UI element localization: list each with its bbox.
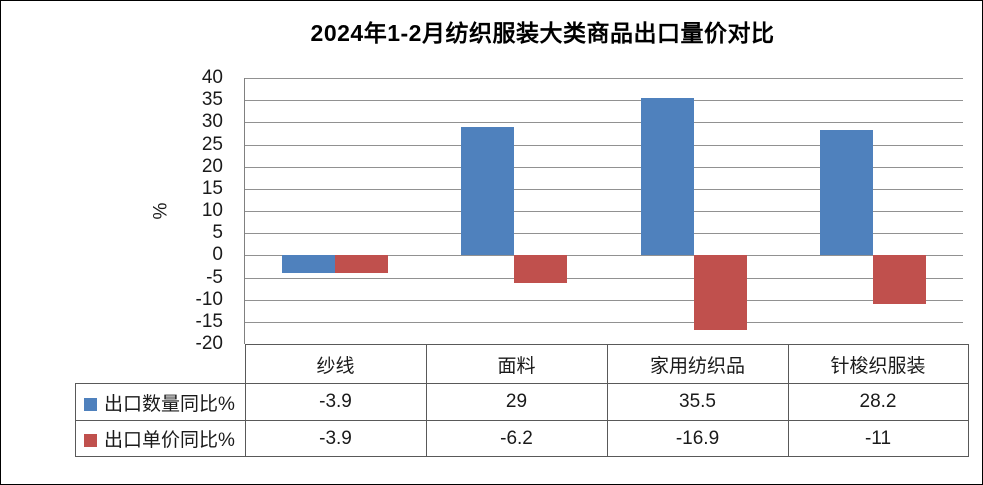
y-tick-label: 15 — [201, 177, 223, 199]
y-tick-label: 40 — [201, 67, 223, 88]
y-tick-label: 30 — [201, 111, 223, 133]
chart-bar-series1-cat4 — [820, 130, 874, 256]
value-cell: -16.9 — [606, 420, 789, 457]
gridline — [245, 255, 963, 257]
series-color-swatch-icon — [84, 434, 97, 447]
value-cell: 29 — [425, 383, 608, 421]
category-header-cell: 家用纺织品 — [606, 344, 789, 384]
y-tick-label: 10 — [201, 200, 223, 221]
category-header-cell: 纱线 — [244, 344, 427, 384]
chart-bar-series2-cat2 — [514, 255, 568, 283]
value-cell: -11 — [787, 420, 969, 457]
value-cell: -3.9 — [244, 383, 427, 421]
gridline — [245, 188, 963, 190]
gridline — [245, 321, 963, 323]
gridline — [245, 122, 963, 124]
gridline — [245, 78, 963, 79]
chart-bar-series1-cat2 — [461, 126, 515, 256]
y-tick-label: -10 — [195, 288, 223, 310]
value-cell: 35.5 — [606, 383, 789, 421]
gridline — [245, 144, 963, 146]
y-tick-label: 20 — [201, 155, 223, 177]
series-color-swatch-icon — [84, 397, 97, 411]
y-tick-label: 5 — [212, 222, 223, 244]
y-tick-label: 0 — [212, 244, 223, 266]
category-header-cell: 针梭织服装 — [787, 344, 969, 384]
gridline — [245, 211, 963, 212]
y-tick-label: 25 — [201, 133, 223, 155]
value-cell: -3.9 — [244, 420, 427, 457]
series-label-cell: 出口单价同比% — [75, 420, 246, 457]
y-tick-label: -15 — [195, 310, 223, 332]
chart-bar-series2-cat1 — [334, 255, 388, 273]
chart-bar-series2-cat3 — [693, 255, 747, 331]
gridline — [245, 166, 963, 168]
table-spacer-cell — [76, 345, 246, 384]
chart-bar-series2-cat4 — [873, 255, 927, 305]
y-tick-label: 35 — [201, 89, 223, 111]
series-name: 出口数量同比% — [104, 393, 235, 415]
category-header-cell: 面料 — [425, 344, 608, 384]
series-label-cell: 出口数量同比% — [75, 383, 246, 421]
y-tick-label: -20 — [195, 333, 223, 354]
y-tick-label: -5 — [206, 266, 223, 288]
gridline — [245, 299, 963, 301]
table-row: 出口数量同比% -3.9 29 35.5 28.2 — [75, 383, 969, 421]
chart-bar-series1-cat3 — [640, 98, 694, 256]
value-cell: 28.2 — [787, 383, 969, 421]
series-name: 出口单价同比% — [104, 430, 235, 451]
plot-area — [244, 78, 963, 345]
gridline — [245, 100, 963, 102]
gridline — [245, 277, 963, 279]
value-cell: -6.2 — [425, 420, 608, 457]
data-table: 纱线 面料 家用纺织品 针梭织服装 出口数量同比% -3.9 29 35.5 28.2 出口单价同… — [75, 344, 969, 457]
chart-bar-series1-cat1 — [281, 255, 335, 273]
chart-title: 2024年1-2月纺织服装大类商品出口量价对比 — [310, 20, 775, 46]
table-row: 出口单价同比% -3.9 -6.2 -16.9 -11 — [75, 420, 969, 457]
gridline — [245, 233, 963, 235]
